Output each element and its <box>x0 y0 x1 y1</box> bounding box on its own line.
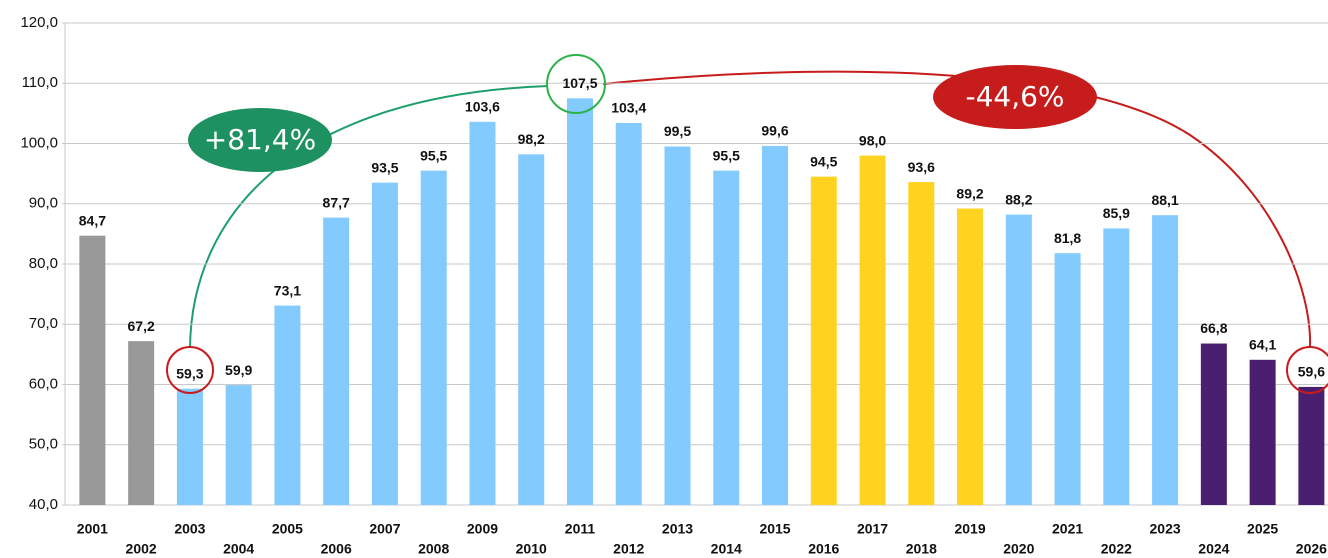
value-label: 64,1 <box>1249 337 1276 353</box>
value-label: 73,1 <box>274 282 301 298</box>
value-label: 94,5 <box>810 153 837 169</box>
x-tick-label: 2026 <box>1296 541 1327 557</box>
bar <box>957 208 984 505</box>
bar <box>664 146 691 505</box>
x-tick-label: 2010 <box>516 541 547 557</box>
bar <box>713 170 740 506</box>
y-tick-label: 120,0 <box>20 14 58 31</box>
decrease-arc <box>602 70 1312 348</box>
increase-badge <box>188 108 332 172</box>
value-label: 99,5 <box>664 123 691 139</box>
value-label: 84,7 <box>79 212 106 228</box>
x-tick-label: 2007 <box>369 521 400 537</box>
bar <box>79 235 106 505</box>
value-label: 87,7 <box>323 194 350 210</box>
bar <box>615 123 642 505</box>
value-label: 93,6 <box>908 159 935 175</box>
value-label: 89,2 <box>956 185 983 201</box>
x-tick-label: 2024 <box>1198 541 1229 557</box>
bar <box>762 145 789 505</box>
y-tick-label: 40,0 <box>29 496 58 513</box>
x-tick-label: 2006 <box>321 541 352 557</box>
value-label: 88,1 <box>1151 192 1178 208</box>
bar <box>1005 214 1032 505</box>
value-label: 93,5 <box>371 159 398 175</box>
increase-label: +81,4% <box>204 123 316 156</box>
bar <box>810 176 837 505</box>
value-label: 99,6 <box>761 123 788 139</box>
x-tick-label: 2002 <box>126 541 157 557</box>
value-label: 59,9 <box>225 362 252 378</box>
bar <box>1152 215 1179 505</box>
value-label: 95,5 <box>420 147 447 163</box>
peak-circle <box>546 54 606 114</box>
bar <box>1054 253 1081 505</box>
bar <box>420 170 447 506</box>
value-label: 88,2 <box>1005 191 1032 207</box>
x-tick-label: 2004 <box>223 541 254 557</box>
y-tick-label: 110,0 <box>22 74 58 91</box>
start-circle <box>166 346 214 394</box>
x-tick-label: 2020 <box>1003 541 1034 557</box>
bar <box>566 98 593 505</box>
end-circle <box>1286 346 1328 394</box>
value-label: 98,2 <box>518 131 545 147</box>
x-tick-label: 2009 <box>467 521 498 537</box>
x-tick-label: 2015 <box>759 521 790 537</box>
bar <box>469 121 496 505</box>
bar <box>518 154 545 505</box>
y-tick-label: 80,0 <box>29 255 58 272</box>
bar <box>128 341 155 505</box>
x-tick-label: 2018 <box>906 541 937 557</box>
y-tick-label: 60,0 <box>29 375 58 392</box>
x-tick-label: 2025 <box>1247 521 1278 537</box>
value-label: 85,9 <box>1103 205 1130 221</box>
decrease-badge <box>933 65 1097 129</box>
value-label: 59,6 <box>1298 364 1325 380</box>
value-label: 59,3 <box>176 365 203 381</box>
bar <box>908 182 935 505</box>
bar <box>323 217 350 506</box>
y-tick-label: 70,0 <box>29 315 58 332</box>
value-label: 81,8 <box>1054 230 1081 246</box>
decrease-label: -44,6% <box>965 80 1064 113</box>
x-tick-label: 2012 <box>613 541 644 557</box>
y-tick-label: 90,0 <box>29 195 58 212</box>
x-tick-label: 2022 <box>1101 541 1132 557</box>
value-label: 107,5 <box>562 75 597 91</box>
x-tick-label: 2023 <box>1150 521 1181 537</box>
bar <box>371 182 398 505</box>
value-label: 103,4 <box>611 100 646 116</box>
x-tick-label: 2021 <box>1052 521 1083 537</box>
bar <box>176 388 203 505</box>
value-label: 103,6 <box>465 99 500 115</box>
x-tick-label: 2008 <box>418 541 449 557</box>
x-tick-label: 2001 <box>77 521 108 537</box>
bar <box>1298 386 1325 505</box>
x-tick-label: 2003 <box>174 521 205 537</box>
bar <box>225 385 252 505</box>
bar <box>1249 359 1276 505</box>
x-tick-label: 2014 <box>711 541 742 557</box>
x-tick-label: 2017 <box>857 521 888 537</box>
bar <box>859 155 886 506</box>
bar <box>274 305 301 505</box>
value-label: 98,0 <box>859 132 886 148</box>
x-tick-label: 2013 <box>662 521 693 537</box>
x-tick-label: 2005 <box>272 521 303 537</box>
x-tick-label: 2019 <box>954 521 985 537</box>
bar <box>1200 343 1227 505</box>
x-tick-label: 2011 <box>565 521 596 537</box>
value-label: 95,5 <box>713 147 740 163</box>
value-label: 66,8 <box>1200 320 1227 336</box>
value-label: 67,2 <box>128 318 155 334</box>
y-tick-label: 100,0 <box>20 134 58 151</box>
y-tick-label: 50,0 <box>29 436 58 453</box>
x-tick-label: 2016 <box>808 541 839 557</box>
bar <box>1103 228 1130 505</box>
